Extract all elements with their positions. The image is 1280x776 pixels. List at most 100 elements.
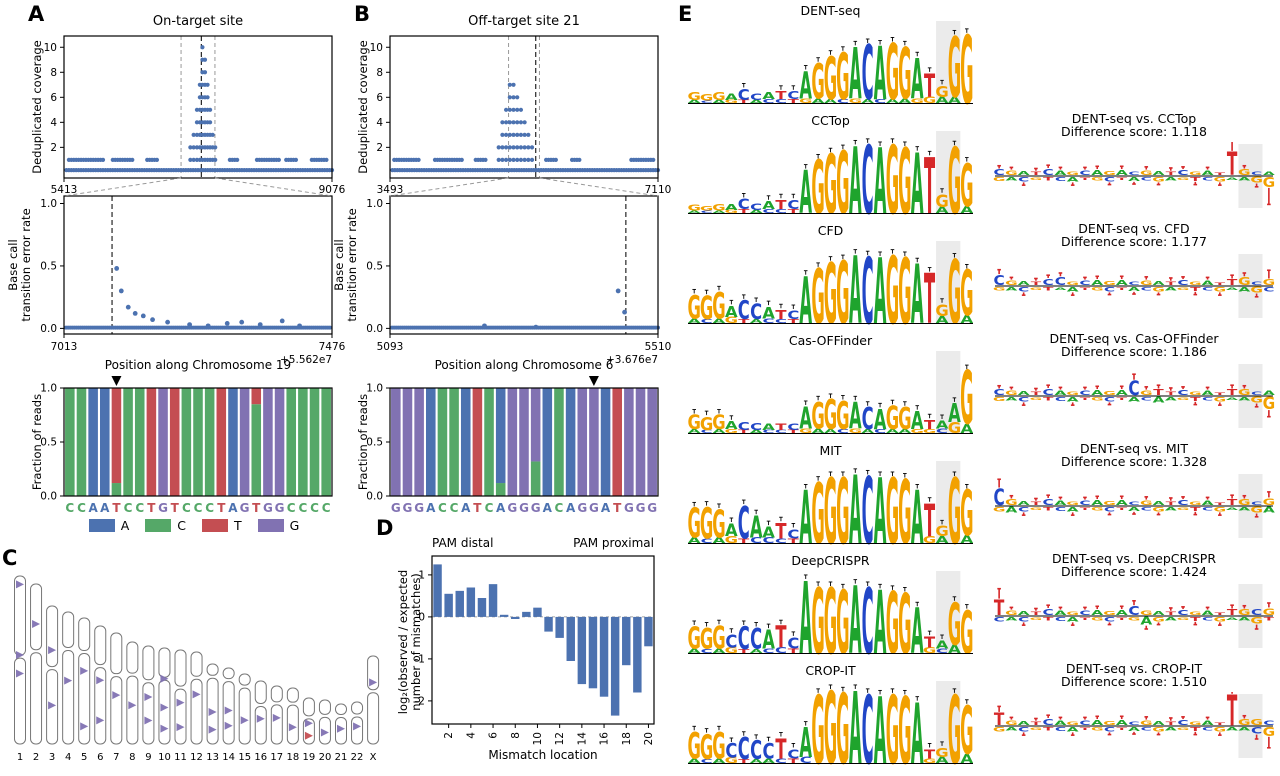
svg-text:12: 12: [190, 752, 203, 763]
svg-text:C: C: [750, 203, 762, 213]
logo-title-DENT-seq: DENT-seq: [800, 3, 861, 18]
svg-text:A: A: [1005, 286, 1017, 291]
svg-text:A: A: [750, 429, 764, 434]
svg-text:C: C: [1202, 396, 1213, 401]
svg-text:G: G: [1066, 611, 1079, 616]
svg-text:T: T: [994, 597, 1005, 621]
svg-text:G: G: [1030, 726, 1043, 730]
svg-text:A: A: [688, 647, 701, 655]
svg-text:G: G: [1140, 279, 1153, 286]
svg-text:G: G: [836, 679, 849, 767]
svg-text:G: G: [1250, 176, 1263, 185]
svg-text:A: A: [543, 501, 553, 515]
svg-text:A: A: [1018, 610, 1030, 616]
svg-text:G: G: [898, 131, 911, 217]
svg-text:C: C: [1079, 609, 1090, 616]
svg-text:G: G: [935, 523, 948, 539]
diff-title: DENT-seq vs. MIT: [1080, 441, 1188, 456]
svg-text:C: C: [1104, 616, 1115, 623]
svg-text:T: T: [1215, 172, 1226, 176]
svg-text:16: 16: [254, 752, 267, 763]
svg-text:10: 10: [44, 42, 57, 54]
svg-text:C: C: [787, 423, 799, 433]
svg-text:T: T: [788, 757, 800, 765]
svg-text:G: G: [849, 427, 862, 435]
svg-text:G: G: [993, 396, 1005, 402]
svg-text:-1: -1: [415, 653, 425, 665]
svg-text:C: C: [1251, 501, 1262, 506]
svg-text:T: T: [1215, 392, 1226, 396]
svg-text:T: T: [1080, 176, 1091, 180]
svg-text:T: T: [994, 709, 1005, 729]
diff-title: DENT-seq vs. Cas-OFFinder: [1049, 331, 1219, 346]
svg-text:C: C: [1128, 501, 1139, 506]
svg-text:C: C: [725, 740, 737, 763]
svg-text:G: G: [898, 462, 911, 547]
svg-text:A: A: [725, 302, 739, 320]
panel-a-error-ylabel-line2: transition error rate: [19, 208, 33, 322]
svg-text:C: C: [862, 239, 874, 327]
svg-text:C: C: [775, 318, 787, 324]
svg-text:T: T: [1117, 506, 1128, 510]
svg-text:6: 6: [376, 92, 383, 104]
svg-text:6: 6: [488, 732, 500, 739]
svg-text:A: A: [1091, 389, 1104, 397]
svg-text:C: C: [775, 757, 787, 765]
svg-text:A: A: [688, 99, 702, 104]
svg-text:A: A: [874, 461, 887, 547]
svg-text:T: T: [1043, 176, 1054, 181]
svg-text:0.5: 0.5: [366, 260, 383, 272]
svg-text:A: A: [1128, 506, 1140, 512]
svg-text:G: G: [1152, 176, 1165, 183]
svg-text:T: T: [1190, 286, 1201, 292]
svg-text:C: C: [701, 100, 713, 104]
svg-text:T: T: [924, 67, 936, 105]
svg-text:A: A: [1238, 616, 1250, 621]
svg-text:A: A: [426, 501, 436, 515]
svg-text:G: G: [1263, 176, 1275, 191]
svg-text:C: C: [701, 537, 713, 545]
svg-text:A: A: [812, 97, 825, 105]
svg-text:G: G: [263, 501, 273, 515]
svg-text:G: G: [1103, 280, 1116, 286]
svg-text:T: T: [1080, 396, 1091, 400]
svg-text:G: G: [898, 241, 911, 327]
svg-text:C: C: [994, 484, 1005, 511]
panel-a-error-ylabel-line1: Base call: [6, 239, 20, 291]
svg-text:G: G: [1091, 616, 1104, 621]
svg-text:C: C: [862, 679, 874, 767]
svg-text:G: G: [725, 99, 738, 104]
svg-text:C: C: [775, 98, 787, 104]
svg-text:G: G: [898, 34, 911, 107]
svg-text:T: T: [1190, 726, 1201, 732]
svg-text:T: T: [1117, 616, 1128, 620]
panel-b-fraction-ylabel: Fraction of reads: [356, 393, 370, 491]
svg-text:A: A: [911, 477, 924, 547]
svg-text:T: T: [171, 501, 180, 515]
svg-text:G: G: [1177, 726, 1190, 730]
svg-text:6: 6: [97, 752, 103, 763]
svg-text:G: G: [636, 501, 646, 515]
svg-text:A: A: [713, 317, 726, 325]
svg-text:T: T: [1043, 506, 1054, 511]
svg-text:C: C: [862, 402, 874, 437]
svg-text:A: A: [461, 501, 471, 515]
svg-text:C: C: [1251, 281, 1262, 286]
svg-text:A: A: [799, 477, 812, 547]
svg-text:C: C: [701, 210, 713, 214]
svg-text:C: C: [1104, 726, 1115, 733]
svg-text:G: G: [1177, 506, 1190, 510]
svg-text:8: 8: [510, 732, 522, 739]
svg-text:G: G: [1140, 719, 1153, 726]
svg-text:4: 4: [65, 752, 71, 763]
svg-text:G: G: [1189, 391, 1202, 396]
svg-text:G: G: [647, 501, 657, 515]
svg-text:0.0: 0.0: [366, 491, 383, 503]
svg-text:G: G: [1103, 720, 1116, 726]
svg-text:A: A: [911, 248, 924, 327]
svg-text:C: C: [1177, 389, 1188, 397]
svg-text:14: 14: [576, 732, 588, 746]
